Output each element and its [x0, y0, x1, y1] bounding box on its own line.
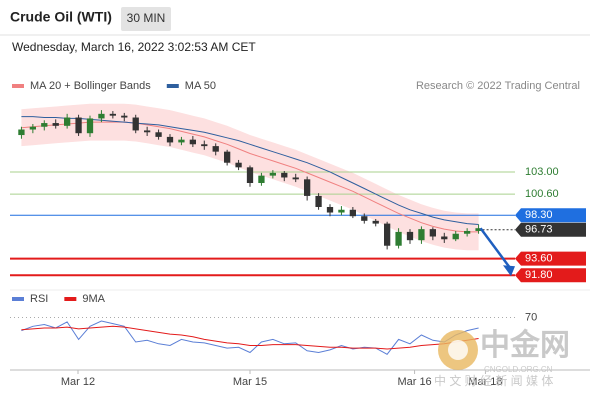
level-label: 96.73 — [525, 224, 553, 236]
watermark: 中金网 CNGOLD.ORG.CN 中 文 财 经 新 闻 媒 体 — [434, 328, 570, 388]
candle-body — [246, 167, 254, 184]
candle-body — [281, 172, 288, 178]
candle-body — [258, 175, 265, 184]
candle-body — [75, 117, 82, 134]
candle-body — [349, 209, 356, 217]
candle-body — [166, 136, 174, 143]
instrument-title: Crude Oil (WTI) — [10, 9, 112, 25]
legend-label: 9MA — [82, 293, 105, 305]
candle-body — [201, 144, 208, 147]
forecast-arrowhead — [503, 265, 515, 277]
timestamp: Wednesday, March 16, 2022 3:02:53 AM CET — [12, 40, 256, 54]
credit: Research © 2022 Trading Central — [416, 80, 580, 92]
candle-body — [144, 130, 151, 133]
watermark-site: CNGOLD.ORG.CN — [484, 365, 553, 374]
candle-body — [64, 117, 71, 126]
interval-label: 30 MIN — [127, 11, 166, 25]
candle-body — [429, 229, 436, 237]
candle-body — [86, 118, 94, 134]
candle-body — [189, 139, 196, 145]
candle-body — [224, 151, 231, 163]
forecast-arrow — [479, 227, 513, 270]
level-tag — [515, 222, 586, 237]
candle-body — [41, 123, 48, 127]
watermark-brand: 中金网 — [480, 328, 570, 362]
x-tick-label: Mar 16 — [397, 376, 431, 388]
candle-body — [372, 220, 379, 224]
legend-label: MA 50 — [185, 80, 216, 92]
candle-body — [326, 206, 334, 213]
candle-body — [395, 231, 402, 246]
candle-body — [98, 113, 105, 119]
level-tag — [515, 208, 586, 223]
level-label: 103.00 — [525, 166, 559, 178]
indicator-line — [21, 325, 479, 350]
candle-body — [178, 139, 185, 143]
candle-body — [235, 162, 242, 168]
moving-average — [21, 116, 479, 225]
candle-body — [406, 231, 414, 241]
candle-body — [121, 115, 128, 118]
candle-body — [384, 223, 391, 246]
level-label: 98.30 — [525, 209, 553, 221]
level-label: 91.80 — [525, 269, 553, 281]
level-tag — [515, 251, 586, 266]
candle-body — [155, 132, 162, 137]
moving-average — [21, 121, 479, 233]
x-tick-label: Mar 18 — [468, 376, 502, 388]
candle-body — [464, 230, 471, 234]
candle-body — [304, 179, 311, 196]
candle-body — [361, 216, 368, 221]
candle-body — [418, 229, 425, 241]
legend-label: RSI — [30, 293, 48, 305]
x-tick-label: Mar 15 — [233, 376, 267, 388]
candle-body — [475, 228, 482, 231]
candle-body — [18, 129, 25, 136]
watermark-logo-inner — [448, 340, 468, 360]
candle-body — [269, 172, 276, 176]
candle-body — [29, 126, 36, 130]
candle-body — [109, 113, 116, 116]
level-tag — [515, 268, 586, 283]
legend-swatch — [64, 297, 77, 301]
level-label: 93.60 — [525, 253, 553, 265]
y-tick-label: 70 — [525, 311, 537, 323]
candle-body — [441, 236, 448, 240]
legend-label: MA 20 + Bollinger Bands — [30, 80, 151, 92]
interval-badge[interactable] — [121, 7, 171, 31]
legend-swatch — [166, 84, 179, 88]
candle-body — [132, 117, 139, 131]
candle-body — [52, 123, 59, 126]
legend-swatch — [12, 84, 24, 88]
indicator-line — [21, 320, 479, 355]
watermark-tagline: 中 文 财 经 新 闻 媒 体 — [434, 373, 553, 388]
candle-body — [315, 195, 322, 207]
level-label: 100.60 — [525, 188, 559, 200]
candle-body — [452, 233, 459, 240]
x-tick-label: Mar 12 — [61, 376, 95, 388]
legend-swatch — [12, 297, 24, 301]
candle-body — [212, 146, 219, 152]
candle-body — [338, 209, 345, 213]
candle-body — [292, 177, 299, 180]
